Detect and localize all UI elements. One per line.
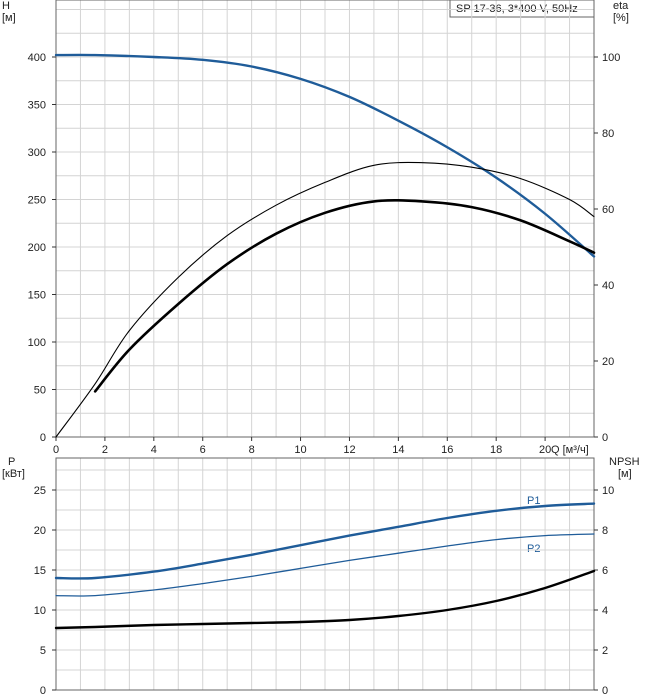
top-y-right-tick-label: 0 xyxy=(602,432,608,444)
top-y-left-tick-label: 50 xyxy=(34,385,46,397)
top-y-left-tick-label: 300 xyxy=(28,147,46,159)
top-y-right-tick-label: 80 xyxy=(602,128,614,140)
bottom-y-right-label: NPSH xyxy=(609,456,640,468)
top-plot-frame xyxy=(55,0,595,438)
top-y-right-tick-label: 100 xyxy=(602,52,620,64)
bottom-y-right-tick-label: 4 xyxy=(602,605,608,617)
x-axis-tick-label: 20 xyxy=(539,444,551,456)
top-y-left-tick-label: 200 xyxy=(28,242,46,254)
p1-curve xyxy=(54,502,596,580)
bottom-y-left-tick-label: 15 xyxy=(34,565,46,577)
bottom-y-right-tick-label: 10 xyxy=(602,485,614,497)
x-axis-tick-label: 0 xyxy=(53,444,59,456)
x-axis-tick-label: 8 xyxy=(249,444,255,456)
bottom-plot-frame xyxy=(55,457,595,691)
top-y-left-tick-label: 250 xyxy=(28,195,46,207)
x-axis-tick-label: 6 xyxy=(200,444,206,456)
x-axis-tick-label: 18 xyxy=(490,444,502,456)
p2-label: P2 xyxy=(527,543,540,555)
bottom-y-left-tick-label: 25 xyxy=(34,485,46,497)
top-y-right-label: eta xyxy=(613,0,629,12)
efficiency-curve-thin xyxy=(55,161,595,438)
top-y-right-tick-label: 40 xyxy=(602,280,614,292)
top-y-right-tick-label: 20 xyxy=(602,356,614,368)
top-y-right-unit: [%] xyxy=(613,12,629,24)
bottom-y-right-tick-label: 2 xyxy=(602,645,608,657)
x-axis-tick-label: 4 xyxy=(151,444,157,456)
bottom-y-left-unit: [кВт] xyxy=(2,468,25,480)
top-y-left-tick-label: 350 xyxy=(28,100,46,112)
top-y-left-tick-label: 100 xyxy=(28,337,46,349)
top-y-left-tick-label: 0 xyxy=(40,432,46,444)
efficiency-curve-thick xyxy=(93,199,596,393)
x-axis-tick-label: 12 xyxy=(343,444,355,456)
bottom-y-left-tick-label: 20 xyxy=(34,525,46,537)
bottom-y-left-tick-label: 0 xyxy=(40,685,46,697)
x-axis-tick-label: 14 xyxy=(392,444,404,456)
top-y-right-tick-label: 60 xyxy=(602,204,614,216)
p1-label: P1 xyxy=(527,495,540,507)
p2-curve xyxy=(55,533,595,597)
top-y-left-unit: [м] xyxy=(2,12,16,24)
bottom-y-right-tick-label: 0 xyxy=(602,685,608,697)
x-axis-tick-label: 16 xyxy=(441,444,453,456)
top-y-left-tick-label: 400 xyxy=(28,52,46,64)
bottom-y-right-unit: [м] xyxy=(618,468,632,480)
bottom-y-left-tick-label: 5 xyxy=(40,645,46,657)
bottom-y-left-tick-label: 10 xyxy=(34,605,46,617)
x-axis-tick-label: 10 xyxy=(294,444,306,456)
npsh-curve xyxy=(54,569,596,630)
bottom-y-right-tick-label: 6 xyxy=(602,565,608,577)
top-y-left-tick-label: 150 xyxy=(28,290,46,302)
top-y-left-label: H xyxy=(2,0,10,12)
x-axis-label: Q [м³/ч] xyxy=(551,444,589,456)
bottom-y-left-label: P xyxy=(8,456,15,468)
bottom-y-right-tick-label: 8 xyxy=(602,525,608,537)
x-axis-tick-label: 2 xyxy=(102,444,108,456)
head-curve xyxy=(54,53,596,258)
